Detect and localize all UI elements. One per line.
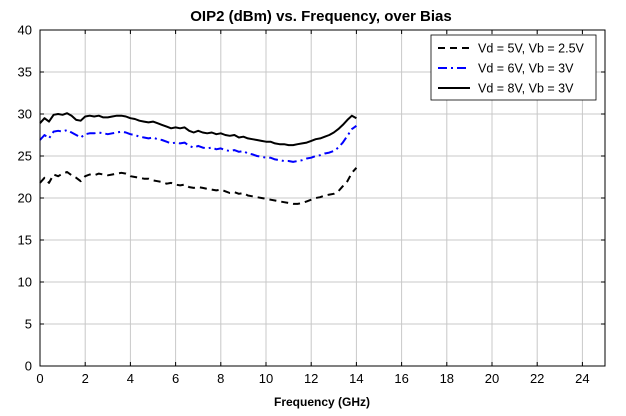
y-tick-label: 10: [18, 275, 32, 290]
y-tick-label: 25: [18, 149, 32, 164]
legend-label-1: Vd = 5V, Vb = 2.5V: [478, 42, 585, 56]
x-tick-label: 18: [440, 371, 454, 386]
x-tick-label: 14: [349, 371, 363, 386]
y-tick-label: 15: [18, 233, 32, 248]
y-tick-label: 35: [18, 65, 32, 80]
legend-label-2: Vd = 6V, Vb = 3V: [478, 62, 574, 76]
series-line-3: [39, 112, 357, 147]
x-tick-label: 24: [575, 371, 589, 386]
x-tick-label: 16: [394, 371, 408, 386]
legend: Vd = 5V, Vb = 2.5V Vd = 6V, Vb = 3V Vd = 8…: [430, 34, 597, 101]
x-tick-label: 2: [82, 371, 89, 386]
x-tick-label: 10: [259, 371, 273, 386]
y-tick-label: 40: [18, 23, 32, 38]
series-line-2: [39, 124, 357, 163]
x-tick-label: 20: [485, 371, 499, 386]
x-tick-label: 12: [304, 371, 318, 386]
x-tick-label: 6: [172, 371, 179, 386]
chart-title: OIP2 (dBm) vs. Frequency, over Bias: [190, 8, 451, 25]
x-tick-label: 8: [217, 371, 224, 386]
y-tick-label: 20: [18, 191, 32, 206]
y-tick-label: 30: [18, 107, 32, 122]
x-axis-label: Frequency (GHz): [274, 395, 370, 409]
x-tick-label: 4: [127, 371, 134, 386]
x-tick-label: 22: [530, 371, 544, 386]
series-lines: [39, 112, 358, 205]
legend-label-3: Vd = 8V, Vb = 3V: [478, 82, 574, 96]
y-tick-label: 5: [25, 317, 32, 332]
x-tick-label: 0: [36, 371, 43, 386]
y-tick-label: 0: [25, 359, 32, 374]
